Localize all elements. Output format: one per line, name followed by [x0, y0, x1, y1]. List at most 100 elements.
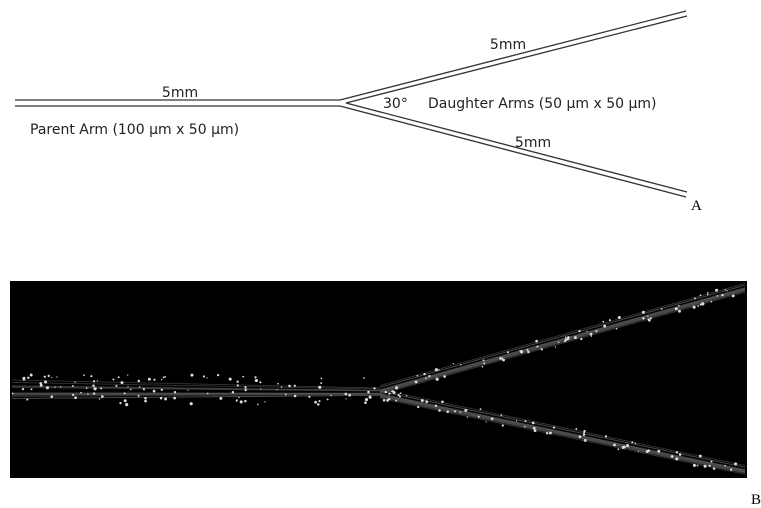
particle [617, 448, 619, 450]
particle [724, 289, 725, 290]
particle [161, 379, 162, 380]
particle [130, 389, 132, 391]
particle [717, 295, 719, 297]
particle [417, 375, 419, 377]
particle [143, 388, 145, 390]
particle [622, 446, 625, 449]
particle [734, 462, 737, 465]
particle [711, 461, 713, 463]
particle [160, 397, 163, 400]
length-label: 5mm [162, 85, 198, 101]
particle [578, 330, 580, 332]
daughter-wall [340, 11, 686, 100]
particle [22, 388, 24, 390]
particle [121, 381, 124, 384]
particle [321, 377, 323, 379]
particle [483, 359, 485, 361]
particle [415, 381, 418, 384]
particle [700, 294, 702, 296]
particle [507, 351, 509, 353]
length-label: 5mm [515, 135, 551, 151]
particle [580, 338, 582, 340]
particle [294, 385, 296, 387]
parent-label: Parent Arm (100 µm x 50 µm) [30, 122, 239, 138]
particle [395, 400, 397, 402]
particle [124, 392, 126, 394]
particle [238, 397, 239, 398]
particle [348, 394, 351, 397]
particle [388, 392, 390, 394]
particle [555, 346, 556, 347]
daughter-label: Daughter Arms (50 µm x 50 µm) [428, 96, 657, 112]
particle [369, 396, 372, 399]
particle [732, 294, 735, 297]
particle [541, 348, 543, 350]
particle [425, 377, 427, 379]
particle [240, 400, 243, 403]
particle [124, 399, 127, 402]
particle [694, 297, 696, 299]
particle [31, 388, 33, 390]
particle [148, 378, 151, 381]
particle [609, 319, 611, 321]
particle [255, 379, 258, 382]
particle [119, 402, 121, 404]
particle [535, 340, 538, 343]
particle [428, 375, 430, 377]
particle [678, 305, 680, 307]
particle [54, 386, 55, 387]
particle [699, 455, 702, 458]
particle [707, 292, 708, 293]
particle [219, 397, 222, 400]
particle [697, 465, 699, 467]
particle [709, 465, 711, 467]
particle [206, 377, 207, 378]
particle [491, 417, 494, 420]
particle [638, 451, 639, 452]
particle [112, 378, 114, 380]
particle [693, 464, 696, 467]
particle [365, 398, 368, 401]
particle [502, 424, 504, 426]
particle [516, 420, 517, 421]
particle [144, 400, 147, 403]
particle [190, 402, 193, 405]
particle [406, 395, 407, 396]
particle [90, 375, 92, 377]
particle [236, 400, 237, 401]
particle [583, 431, 585, 433]
particle [546, 432, 548, 434]
particle [93, 380, 95, 382]
particle [232, 391, 234, 393]
particle [642, 317, 644, 319]
particle [385, 391, 387, 393]
particle [46, 386, 49, 389]
particle [203, 375, 205, 377]
particle [482, 366, 484, 368]
particle [435, 368, 438, 371]
particle [646, 450, 649, 453]
particle [56, 376, 57, 377]
particle [173, 397, 176, 400]
particle [139, 386, 140, 387]
particle [647, 316, 648, 317]
particle [675, 457, 678, 460]
angle-label: 30° [383, 96, 408, 112]
particle [161, 389, 163, 391]
particle [138, 395, 140, 397]
particle [460, 412, 461, 413]
particle [502, 359, 505, 362]
particle [320, 382, 322, 384]
particle [675, 307, 678, 310]
particle [72, 385, 74, 387]
particle [327, 398, 329, 400]
particle [679, 453, 682, 456]
particle [217, 374, 219, 376]
particle [127, 386, 128, 387]
particle [23, 378, 25, 380]
particle [671, 455, 674, 458]
particle [574, 336, 577, 339]
particle [499, 357, 502, 360]
particle [87, 393, 88, 394]
particle [583, 433, 585, 435]
